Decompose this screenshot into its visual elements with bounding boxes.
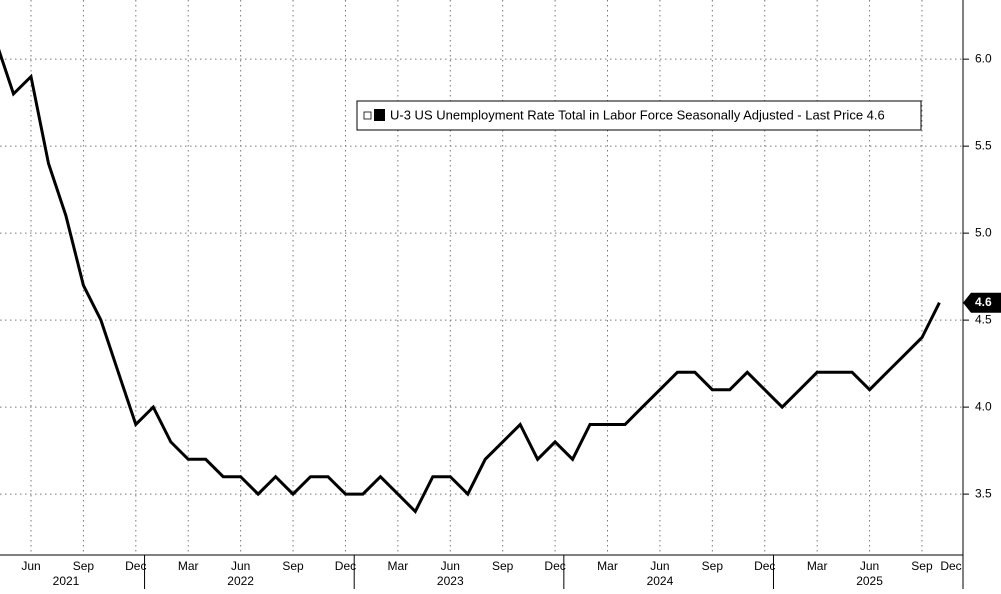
x-tick-label: Mar <box>597 559 618 573</box>
x-tick-label: Jun <box>860 559 879 573</box>
legend-text: U-3 US Unemployment Rate Total in Labor … <box>390 107 885 122</box>
y-tick-label: 5.0 <box>975 225 992 239</box>
y-tick-label: 6.0 <box>975 51 992 65</box>
y-tick-label: 3.5 <box>975 486 992 500</box>
x-tick-label: Dec <box>544 559 565 573</box>
x-tick-label: Sep <box>702 559 724 573</box>
x-tick-label: Mar <box>178 559 199 573</box>
x-tick-label: Dec <box>754 559 775 573</box>
x-tick-label: Jun <box>231 559 250 573</box>
x-tick-label: Dec <box>125 559 146 573</box>
x-tick-label: Sep <box>73 559 95 573</box>
x-tick-label: Jun <box>21 559 40 573</box>
x-tick-label: Sep <box>911 559 933 573</box>
year-label: 2022 <box>227 574 254 588</box>
x-tick-label: Sep <box>282 559 304 573</box>
x-tick-label: Mar <box>388 559 409 573</box>
series-line <box>0 48 941 515</box>
x-tick-label: Dec <box>940 559 961 573</box>
y-tick-label: 4.0 <box>975 399 992 413</box>
year-label: 2024 <box>647 574 674 588</box>
year-label: 2025 <box>856 574 883 588</box>
y-tick-label: 5.5 <box>975 138 992 152</box>
year-label: 2021 <box>53 574 80 588</box>
x-tick-label: Mar <box>807 559 828 573</box>
x-tick-label: Dec <box>335 559 356 573</box>
x-tick-label: Sep <box>492 559 514 573</box>
x-tick-label: Jun <box>650 559 669 573</box>
x-tick-label: Jun <box>441 559 460 573</box>
last-price-label: 4.6 <box>975 295 992 309</box>
legend-swatch <box>374 109 385 121</box>
year-label: 2023 <box>437 574 464 588</box>
last-price-tag <box>963 292 1001 313</box>
legend: U-3 US Unemployment Rate Total in Labor … <box>356 100 922 131</box>
legend-toggle <box>363 111 372 120</box>
y-tick-label: 4.5 <box>975 312 992 326</box>
legend-box <box>356 100 922 131</box>
